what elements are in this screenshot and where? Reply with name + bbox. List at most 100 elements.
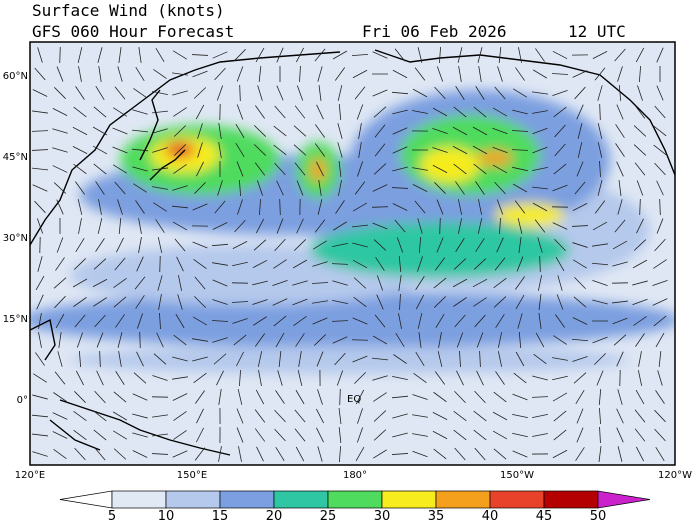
wind-barb bbox=[135, 295, 145, 309]
wind-barb bbox=[653, 125, 667, 137]
wind-barb bbox=[316, 351, 324, 367]
wind-barb bbox=[113, 107, 127, 117]
wind-barb bbox=[94, 314, 106, 328]
wind-barb bbox=[457, 199, 463, 215]
wind-barb bbox=[295, 47, 305, 63]
wind-barb bbox=[253, 239, 267, 251]
colorbar-box bbox=[273, 490, 329, 509]
wind-barb bbox=[36, 218, 44, 234]
wind-barb bbox=[555, 314, 565, 328]
wind-barb bbox=[318, 180, 322, 196]
lon-label: 120°W bbox=[658, 470, 692, 481]
wind-barb bbox=[73, 410, 87, 422]
wind-barb bbox=[118, 217, 122, 235]
wind-barb bbox=[553, 106, 567, 118]
wind-barb bbox=[456, 332, 464, 348]
wind-barb bbox=[94, 390, 106, 404]
wind-barb bbox=[474, 314, 486, 328]
wind-barb bbox=[535, 48, 545, 62]
lon-labels: 120°E 150°E 180° 150°W 120°W bbox=[15, 470, 692, 481]
wind-barb bbox=[553, 429, 567, 441]
wind-barb bbox=[355, 446, 365, 462]
wind-barb bbox=[152, 167, 168, 171]
wind-barb bbox=[38, 332, 42, 348]
wind-barb bbox=[139, 331, 141, 349]
wind-barb bbox=[254, 162, 266, 176]
wind-barb bbox=[98, 66, 102, 82]
wind-barb bbox=[336, 370, 344, 386]
wind-barb bbox=[453, 429, 467, 441]
wind-barb bbox=[74, 391, 86, 403]
wind-barb bbox=[432, 128, 448, 134]
wind-barb bbox=[515, 351, 525, 367]
wind-barb bbox=[452, 145, 468, 155]
wind-barb bbox=[658, 351, 662, 367]
wind-barb bbox=[316, 161, 324, 177]
wind-barb bbox=[392, 203, 408, 211]
wind-barb bbox=[415, 351, 425, 367]
wind-barb bbox=[516, 256, 524, 272]
wind-barb bbox=[492, 164, 508, 174]
wind-barb bbox=[456, 370, 464, 386]
wind-barb bbox=[34, 67, 46, 81]
wind-barb bbox=[617, 66, 623, 82]
wind-barb bbox=[532, 69, 548, 79]
wind-barb bbox=[596, 370, 604, 386]
wind-barb bbox=[35, 352, 45, 366]
wind-barb bbox=[392, 166, 408, 172]
wind-barb bbox=[317, 199, 323, 215]
wind-barb bbox=[433, 277, 447, 289]
wind-barb bbox=[552, 184, 568, 192]
wind-barb bbox=[292, 298, 308, 306]
wind-barb bbox=[332, 280, 348, 286]
wind-barb bbox=[299, 65, 301, 83]
wind-barb bbox=[297, 370, 303, 386]
wind-barb bbox=[75, 237, 85, 253]
wind-barb bbox=[352, 259, 368, 269]
wind-barb bbox=[312, 261, 328, 267]
wind-barb bbox=[372, 357, 388, 361]
wind-barb bbox=[76, 332, 84, 348]
wind-barb bbox=[356, 427, 364, 443]
wind-barb bbox=[192, 356, 208, 362]
wind-barb bbox=[434, 371, 446, 385]
wind-barb bbox=[73, 163, 87, 175]
wind-barb bbox=[552, 50, 568, 60]
wind-barb bbox=[53, 182, 67, 194]
wind-barb bbox=[617, 446, 623, 462]
wind-barb bbox=[392, 109, 408, 115]
wind-barb bbox=[115, 314, 125, 328]
wind-barb bbox=[239, 369, 241, 387]
forecast-date: Fri 06 Feb 2026 bbox=[362, 22, 507, 41]
wind-barb bbox=[492, 146, 508, 154]
wind-barb bbox=[498, 47, 502, 63]
wind-barb bbox=[195, 390, 205, 404]
wind-barb bbox=[494, 257, 506, 271]
wind-barb bbox=[417, 218, 423, 234]
wind-barb bbox=[634, 428, 646, 442]
wind-barb bbox=[633, 316, 647, 326]
wind-barb bbox=[293, 316, 307, 326]
wind-barb bbox=[339, 388, 341, 406]
wind-barb bbox=[591, 262, 609, 266]
subtitle: GFS 060 Hour Forecast bbox=[32, 22, 234, 41]
wind-barb bbox=[635, 389, 645, 405]
wind-barb bbox=[552, 375, 568, 381]
wind-barb bbox=[552, 449, 568, 459]
wind-barb bbox=[577, 123, 583, 139]
wind-barb bbox=[32, 451, 48, 457]
wind-barb bbox=[211, 320, 229, 322]
wind-barb bbox=[659, 198, 661, 216]
wind-barb bbox=[392, 127, 408, 135]
wind-barb bbox=[432, 107, 448, 117]
wind-barb bbox=[73, 258, 87, 270]
wind-barb bbox=[392, 69, 408, 79]
wind-barb bbox=[553, 410, 567, 422]
wind-barb bbox=[218, 123, 222, 139]
wind-barb bbox=[571, 338, 589, 342]
wind-barb bbox=[418, 332, 422, 348]
wind-barb bbox=[192, 338, 208, 342]
wind-barb bbox=[172, 450, 188, 458]
wind-barb bbox=[532, 202, 548, 212]
